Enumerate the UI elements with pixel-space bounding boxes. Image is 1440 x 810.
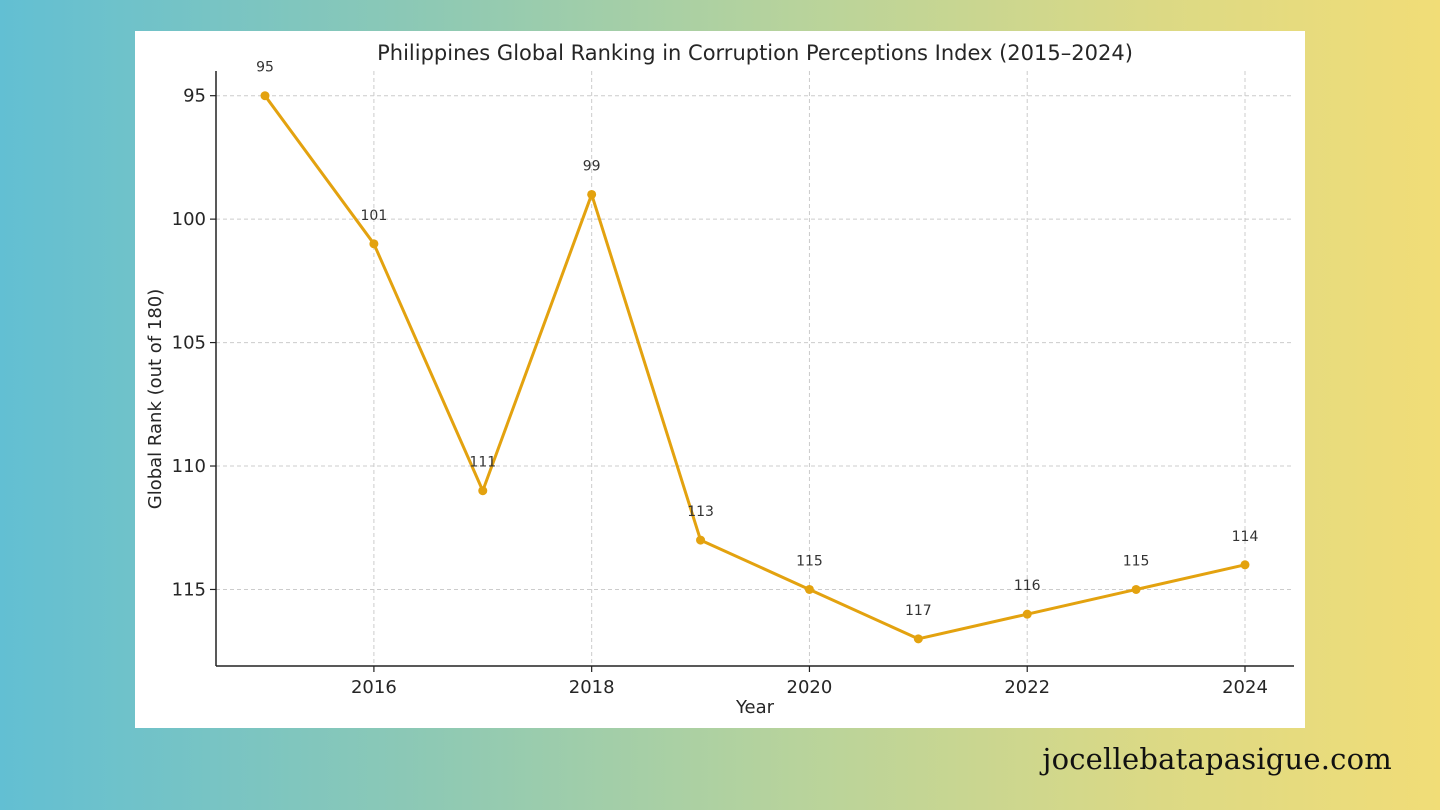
data-point	[260, 91, 270, 101]
y-tick-label: 115	[172, 579, 206, 600]
data-label: 101	[361, 208, 388, 224]
data-label: 115	[1123, 553, 1150, 569]
site-credit[interactable]: jocellebatapasigue.com	[1042, 742, 1392, 776]
data-point	[696, 535, 706, 545]
data-point	[478, 486, 488, 496]
data-point	[587, 189, 597, 199]
data-point	[913, 634, 923, 644]
x-tick-label: 2020	[787, 677, 833, 698]
data-point	[1022, 609, 1032, 619]
chart-title: Philippines Global Ranking in Corruption…	[377, 41, 1133, 65]
grid	[216, 71, 1294, 666]
x-tick-label: 2016	[351, 677, 397, 698]
y-tick-label: 110	[172, 456, 206, 477]
y-tick-label: 100	[172, 209, 206, 230]
y-tick-label: 105	[172, 333, 206, 354]
data-label: 116	[1014, 578, 1041, 594]
data-label: 115	[796, 553, 823, 569]
line-chart: Philippines Global Ranking in Corruption…	[145, 41, 1294, 718]
series-line	[263, 94, 1246, 641]
y-axis-label: Global Rank (out of 180)	[145, 289, 166, 510]
data-label: 113	[687, 504, 714, 520]
data-series	[260, 91, 1250, 644]
data-labels: 95 101 111 99 113 115 117 116 115 114	[256, 60, 1258, 619]
data-point	[1131, 584, 1141, 594]
data-label: 99	[583, 158, 601, 174]
data-point	[1240, 560, 1250, 570]
data-label: 111	[469, 455, 496, 471]
chart-panel: Philippines Global Ranking in Corruption…	[135, 31, 1305, 728]
tick-labels: 95 100 105 110 115 2016 2018 2020 2022 2024	[172, 86, 1268, 698]
x-axis-label: Year	[735, 697, 775, 718]
x-tick-label: 2024	[1222, 677, 1268, 698]
x-tick-label: 2018	[569, 677, 615, 698]
data-point	[369, 239, 379, 249]
data-label: 117	[905, 603, 932, 619]
y-tick-label: 95	[183, 86, 206, 107]
x-tick-label: 2022	[1004, 677, 1050, 698]
axes	[215, 71, 1294, 667]
data-label: 95	[256, 60, 274, 76]
data-label: 114	[1232, 529, 1259, 545]
data-point	[804, 584, 814, 594]
